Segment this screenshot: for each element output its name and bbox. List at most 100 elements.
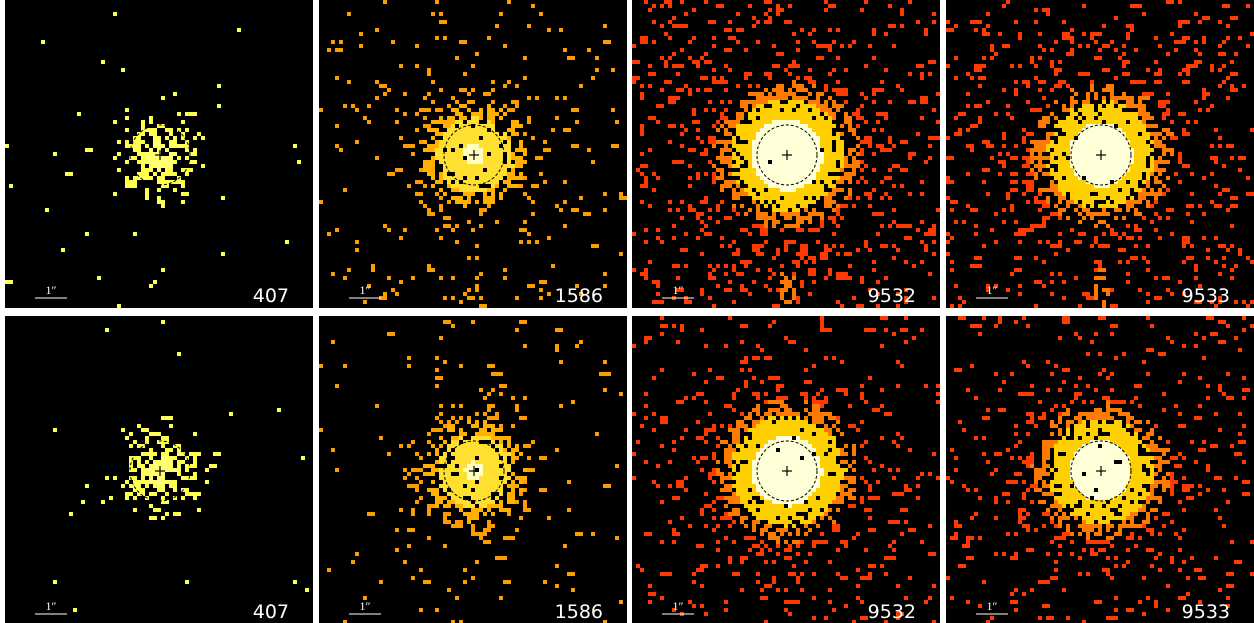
pixel	[768, 444, 772, 448]
pixel	[768, 440, 772, 444]
pixel	[53, 152, 57, 156]
pixel	[876, 144, 884, 148]
pixel	[579, 196, 583, 200]
pixel	[1066, 132, 1070, 136]
pixel	[808, 136, 812, 140]
pixel	[1142, 124, 1146, 128]
pixel	[527, 116, 531, 120]
pixel	[970, 124, 974, 128]
pixel	[467, 180, 471, 184]
pixel	[756, 512, 760, 516]
pixel	[760, 444, 764, 448]
pixel	[475, 492, 479, 496]
pixel	[173, 444, 181, 448]
pixel	[519, 160, 523, 164]
pixel	[704, 0, 708, 4]
pixel	[804, 152, 808, 156]
pixel	[760, 488, 764, 492]
pixel	[800, 148, 804, 152]
panel: 1″ 9533	[946, 0, 1254, 308]
pixel	[776, 188, 780, 192]
pixel	[511, 480, 515, 484]
pixel	[772, 108, 776, 112]
pixel	[491, 500, 495, 504]
pixel	[844, 176, 848, 180]
pixel	[812, 364, 816, 368]
pixel	[986, 168, 990, 172]
pixel	[177, 512, 181, 516]
pixel	[896, 292, 900, 296]
pixel	[740, 204, 744, 208]
pixel	[1066, 108, 1070, 112]
pixel	[792, 100, 796, 104]
pixel	[511, 492, 515, 496]
pixel	[427, 148, 431, 152]
pixel	[660, 88, 664, 92]
pixel	[1030, 152, 1034, 156]
pixel	[149, 168, 153, 172]
pixel	[1070, 168, 1074, 172]
pixel	[527, 120, 531, 124]
pixel	[828, 96, 832, 100]
pixel	[455, 56, 459, 60]
pixel	[161, 496, 165, 500]
pixel	[1234, 264, 1238, 268]
pixel	[700, 200, 704, 204]
pixel	[471, 472, 475, 476]
pixel	[571, 400, 575, 404]
pixel	[872, 260, 876, 264]
pixel	[403, 92, 407, 96]
pixel	[1122, 180, 1126, 184]
pixel	[764, 484, 768, 488]
pixel	[1054, 212, 1058, 216]
pixel	[712, 136, 716, 140]
pixel	[141, 472, 145, 476]
pixel	[1074, 184, 1078, 188]
pixel	[129, 444, 133, 448]
pixel	[764, 156, 768, 160]
pixel	[788, 492, 792, 496]
pixel	[499, 440, 503, 444]
pixel	[784, 136, 788, 140]
pixel	[832, 220, 836, 224]
pixel	[1098, 164, 1102, 168]
pixel	[776, 432, 780, 436]
pixel	[824, 176, 828, 180]
pixel	[736, 40, 740, 44]
pixel	[1142, 180, 1146, 184]
pixel	[736, 196, 740, 200]
pixel	[732, 492, 736, 496]
pixel	[455, 196, 463, 200]
pixel	[439, 476, 443, 480]
pixel	[636, 168, 640, 172]
pixel	[1122, 128, 1126, 132]
pixel	[1178, 180, 1182, 184]
pixel	[169, 160, 173, 164]
pixel	[1106, 292, 1110, 296]
pixel	[1166, 148, 1170, 152]
pixel	[760, 416, 764, 420]
pixel	[792, 516, 796, 520]
pixel	[439, 20, 447, 24]
pixel	[1006, 192, 1010, 196]
pixel	[640, 92, 644, 96]
pixel	[1198, 20, 1202, 24]
pixel	[1226, 96, 1230, 100]
pixel	[1062, 188, 1066, 192]
pixel	[499, 192, 503, 196]
pixel	[648, 8, 652, 12]
pixel	[824, 0, 828, 4]
pixel	[888, 24, 896, 28]
pixel	[427, 508, 431, 512]
panel: 1″ 9532	[632, 316, 940, 623]
pixel	[463, 128, 467, 132]
pixel	[483, 144, 487, 148]
pixel	[760, 176, 764, 180]
pixel	[499, 468, 503, 472]
pixel	[1238, 252, 1242, 256]
pixel	[1110, 304, 1114, 308]
pixel	[946, 180, 954, 184]
pixel	[467, 168, 471, 172]
pixel	[672, 160, 676, 164]
pixel	[1066, 84, 1070, 88]
